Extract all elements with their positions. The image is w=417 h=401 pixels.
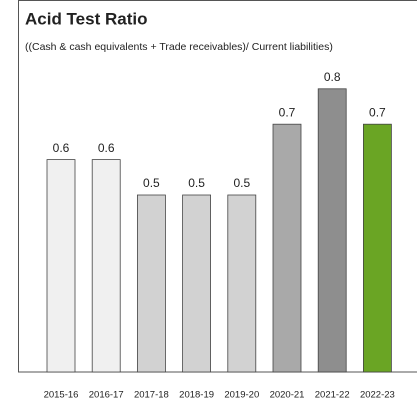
value-label: 0.6 [53, 141, 70, 155]
bar [46, 159, 76, 373]
bar [272, 123, 302, 373]
bar [227, 194, 257, 373]
bar [182, 194, 212, 373]
chart-frame [18, 0, 417, 373]
value-label: 0.5 [143, 176, 160, 190]
value-label: 0.6 [98, 141, 115, 155]
x-tick-label: 2020-21 [270, 390, 305, 401]
bar [136, 194, 166, 373]
bar [317, 88, 347, 373]
value-label: 0.7 [369, 105, 386, 119]
chart-title: Acid Test Ratio [25, 9, 147, 28]
value-label: 0.7 [279, 105, 296, 119]
x-tick-label: 2017-18 [134, 390, 169, 401]
x-tick-label: 2016-17 [89, 390, 124, 401]
x-tick-label: 2022-23 [360, 390, 395, 401]
value-label: 0.5 [233, 176, 250, 190]
x-tick-label: 2015-16 [44, 390, 79, 401]
bar [362, 123, 392, 373]
x-tick-label: 2019-20 [224, 390, 259, 401]
x-tick-label: 2021-22 [315, 390, 350, 401]
value-label: 0.5 [188, 176, 205, 190]
bar [91, 159, 121, 373]
value-label: 0.8 [324, 70, 341, 84]
x-tick-label: 2018-19 [179, 390, 214, 401]
chart-subtitle: ((Cash & cash equivalents + Trade receiv… [25, 41, 333, 53]
